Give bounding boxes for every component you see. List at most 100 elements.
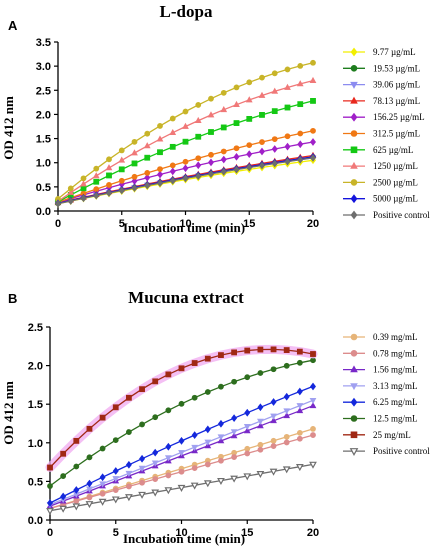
legend-label: Positive control (373, 446, 430, 456)
data-point (220, 167, 227, 176)
data-point (257, 441, 264, 448)
data-point (207, 111, 215, 118)
data-point (106, 189, 112, 197)
data-point (297, 130, 304, 137)
data-point (169, 167, 176, 176)
panel-b-x-axis-label: Incubation time (min) (123, 531, 245, 546)
panel-b-title: Mucuna extract (128, 288, 244, 307)
data-point (125, 460, 132, 469)
data-point (296, 80, 304, 87)
data-point (220, 124, 227, 131)
data-point (233, 145, 240, 152)
data-point (218, 352, 224, 359)
legend-marker (350, 194, 358, 204)
data-point (99, 481, 106, 488)
data-point (46, 508, 54, 516)
data-point (85, 501, 94, 509)
legend-label: 625 µg/mL (373, 145, 413, 155)
data-point (310, 154, 316, 162)
panel-b-plot: 0 5 10 15 20 0.0 0.5 1.0 1.5 2.0 2.5 (28, 322, 319, 539)
data-point (310, 59, 316, 66)
data-point (297, 101, 304, 108)
legend-marker (350, 333, 358, 341)
panel-b: B Mucuna extract OD 412 nm Incubation ti… (1, 288, 430, 546)
data-point (178, 436, 185, 445)
series-positive-control (55, 154, 316, 208)
legend-marker (350, 415, 358, 422)
data-point (310, 426, 316, 432)
legend-marker (350, 130, 358, 137)
data-point (131, 184, 138, 192)
data-point (178, 365, 185, 372)
data-point (191, 465, 198, 471)
legend-marker (350, 397, 358, 407)
data-point (309, 397, 317, 405)
data-point (139, 454, 146, 463)
legend-item: 0.78 mg/mL (343, 348, 418, 358)
data-point (191, 444, 199, 451)
data-point (151, 460, 159, 467)
data-point (245, 96, 253, 103)
data-point (165, 407, 172, 414)
data-point (271, 136, 278, 143)
data-point (165, 472, 172, 479)
data-point (125, 483, 132, 490)
y-tick-label: 1.0 (36, 158, 51, 170)
data-point (257, 422, 264, 429)
data-point (204, 439, 212, 446)
data-point (178, 400, 185, 407)
data-point (152, 448, 159, 457)
legend-marker (350, 96, 358, 104)
legend-item: 1.56 mg/mL (343, 365, 418, 375)
data-point (80, 185, 87, 192)
data-point (165, 442, 172, 451)
data-point (284, 157, 291, 166)
legend-label: 3.13 mg/mL (373, 381, 418, 391)
data-point (112, 437, 119, 443)
legend-marker (350, 112, 358, 122)
y-tick-label: 3.0 (36, 61, 51, 73)
y-tick-label: 1.5 (36, 134, 51, 146)
series-312-5-g-ml (55, 127, 316, 206)
y-tick-label: 2.0 (28, 361, 43, 373)
data-point (283, 408, 291, 415)
data-point (257, 403, 264, 412)
panel-a-plot: 0 5 10 15 20 0.0 0.5 1.0 1.5 2.0 2.5 3.0 3.5 (36, 37, 319, 230)
panel-a-letter: A (8, 18, 18, 33)
data-point (80, 175, 87, 182)
legend-item: 3.13 mg/mL (343, 381, 418, 391)
data-point (295, 464, 304, 472)
data-point (112, 476, 120, 483)
data-point (139, 386, 145, 393)
data-point (67, 185, 74, 192)
data-point (231, 349, 237, 356)
y-tick-label: 3.5 (36, 37, 51, 49)
data-point (244, 408, 251, 417)
data-point (112, 487, 119, 493)
data-point (152, 378, 159, 385)
legend-marker (350, 179, 358, 186)
series-1250-g-ml (54, 76, 317, 204)
data-point (169, 176, 176, 185)
legend-marker (350, 383, 358, 391)
series-0-78-mg-ml (47, 432, 316, 512)
legend-label: 5000 µg/mL (373, 194, 418, 204)
legend-label: 156.25 µg/mL (373, 112, 425, 122)
legend-item: 6.25 mg/mL (343, 397, 418, 407)
data-point (143, 142, 151, 149)
legend-item: 312.5 µg/mL (343, 129, 420, 139)
data-point (233, 152, 240, 161)
legend-label: 9.77 µg/mL (373, 47, 416, 57)
legend-item: 2500 µg/mL (343, 177, 418, 187)
data-point (231, 414, 238, 423)
data-point (86, 494, 93, 501)
data-point (182, 158, 189, 165)
x-tick-label: 15 (241, 527, 253, 539)
data-point (139, 479, 145, 486)
data-point (244, 374, 251, 381)
data-point (178, 450, 185, 457)
data-point (257, 346, 264, 353)
data-point (271, 159, 278, 168)
data-point (296, 359, 303, 366)
series-25-mg-ml (45, 344, 318, 472)
